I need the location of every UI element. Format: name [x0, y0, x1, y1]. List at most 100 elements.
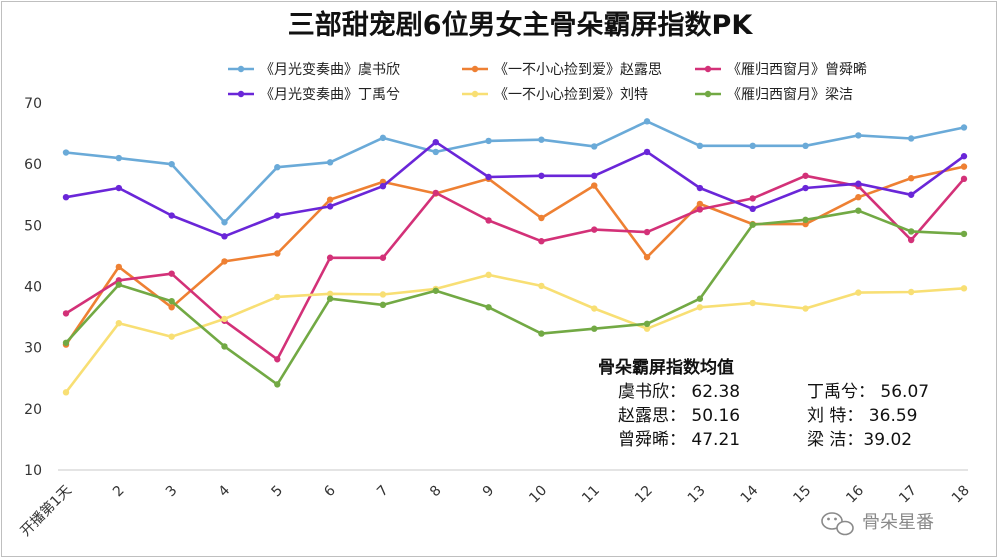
average-annotation: 骨朵霸屏指数均值 虞书欣： 62.38 丁禹兮： 56.07 赵露思： 50.1…	[598, 357, 929, 450]
legend-swatch-marker	[237, 65, 245, 73]
data-point	[168, 333, 175, 340]
annotation-row-2-right: 刘 特： 36.59	[807, 406, 917, 426]
data-point	[907, 191, 915, 198]
data-point	[855, 193, 862, 201]
data-point	[802, 216, 809, 224]
data-point	[802, 142, 809, 150]
data-point	[485, 271, 492, 279]
x-tick-label: 开播第1天	[17, 482, 75, 540]
data-point	[115, 281, 123, 288]
data-point	[855, 180, 862, 187]
series-line	[65, 140, 965, 238]
data-point	[538, 172, 545, 179]
y-tick-label: 20	[24, 402, 42, 418]
data-point	[326, 290, 334, 298]
data-point	[168, 212, 175, 219]
data-point	[485, 304, 492, 311]
data-point	[326, 159, 334, 166]
x-tick-label: 17	[896, 483, 920, 507]
x-tick-label: 3	[163, 483, 181, 501]
data-point	[960, 230, 968, 238]
y-tick-label: 40	[24, 280, 42, 296]
data-point	[221, 258, 228, 265]
data-point	[802, 305, 809, 312]
annotation-row-2-left: 赵露思： 50.16	[618, 406, 740, 426]
legend: 《月光变奏曲》虞书欣 《一不小心捡到爱》赵露思 《雁归西窗月》曾舜晞《月光变奏曲》丁…	[228, 61, 867, 103]
data-point	[62, 389, 70, 396]
legend-swatch-marker	[471, 90, 479, 98]
data-point	[379, 291, 387, 298]
wechat-icon	[821, 512, 854, 536]
data-point	[855, 207, 862, 214]
data-point	[168, 270, 175, 277]
data-point	[960, 163, 968, 170]
chart-title: 三部甜宠剧6位男女主骨朵霸屏指数PK	[288, 9, 754, 41]
data-point	[696, 200, 704, 208]
data-point	[907, 288, 915, 296]
annotation-title: 骨朵霸屏指数均值	[598, 357, 734, 378]
x-tick-label: 15	[790, 483, 814, 507]
data-point	[643, 118, 651, 125]
data-point	[115, 320, 123, 327]
y-tick-label: 10	[24, 463, 42, 479]
data-point	[907, 228, 915, 235]
legend-swatch-marker	[237, 90, 245, 98]
data-point	[643, 253, 651, 261]
x-tick-label: 5	[269, 483, 287, 501]
data-point	[643, 148, 651, 156]
data-point	[960, 153, 968, 160]
data-point	[485, 217, 492, 224]
annotation-row-1-right: 丁禹兮： 56.07	[807, 382, 929, 402]
legend-swatch-marker	[704, 65, 712, 73]
x-tick-label: 11	[579, 483, 603, 507]
legend-label: 《一不小心捡到爱》刘特	[494, 86, 648, 103]
data-point	[907, 236, 915, 244]
watermark-text: 骨朵星番	[862, 512, 934, 533]
data-point	[326, 295, 334, 302]
data-point	[591, 226, 598, 233]
data-point	[274, 356, 281, 363]
data-point	[538, 282, 545, 290]
series-line	[65, 174, 965, 361]
data-point	[221, 315, 228, 323]
data-point	[432, 287, 439, 294]
legend-label: 《月光变奏曲》丁禹兮	[260, 87, 400, 103]
data-point	[379, 182, 387, 190]
legend-item: 《雁归西窗月》曾舜晞	[695, 61, 867, 78]
watermark: 骨朵星番	[821, 512, 934, 536]
data-point	[538, 214, 545, 222]
data-point	[960, 285, 968, 292]
annotation-row-3-left: 曾舜晞： 47.21	[618, 430, 740, 450]
data-point	[696, 206, 704, 213]
data-point	[538, 136, 545, 143]
data-point	[274, 250, 281, 257]
y-tick-label: 50	[24, 218, 42, 234]
data-point	[591, 305, 598, 312]
data-point	[591, 172, 598, 179]
series-4	[62, 138, 968, 240]
data-point	[591, 325, 598, 332]
data-point	[168, 297, 175, 305]
y-axis: 10 20 30 40 50 60 70	[24, 96, 42, 479]
legend-swatch-marker	[704, 90, 712, 98]
data-point	[326, 254, 334, 261]
plot-area	[62, 118, 968, 396]
data-point	[749, 205, 756, 213]
data-point	[538, 330, 545, 337]
data-point	[643, 228, 651, 236]
x-tick-label: 13	[685, 483, 709, 507]
series-1	[62, 118, 968, 226]
data-point	[802, 184, 809, 192]
x-tick-label: 14	[738, 482, 762, 506]
x-tick-label: 10	[526, 483, 550, 507]
x-tick-label: 7	[374, 483, 392, 501]
x-tick-label: 16	[843, 482, 867, 506]
data-point	[749, 142, 756, 150]
legend-item: 《月光变奏曲》虞书欣	[228, 62, 400, 78]
data-point	[62, 339, 70, 346]
annotation-row-3-right: 梁 洁：39.02	[807, 430, 912, 450]
x-tick-label: 2	[110, 483, 128, 501]
data-point	[274, 381, 281, 388]
x-tick-label: 4	[216, 482, 234, 500]
